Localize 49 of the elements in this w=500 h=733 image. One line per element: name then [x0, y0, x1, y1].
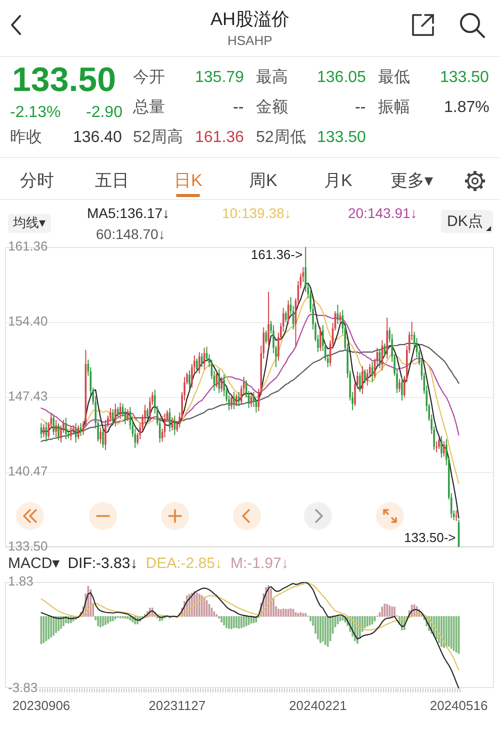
y-tick-label: -3.83	[8, 680, 38, 695]
text: HSAHP	[228, 33, 272, 49]
text: 金额	[256, 99, 288, 118]
text: 133.50	[440, 69, 489, 88]
text: 20:143.91↓	[348, 205, 418, 222]
text: 分时	[20, 171, 54, 191]
text: 日K	[174, 171, 202, 191]
series-label: DIF:-3.83↓	[68, 555, 138, 572]
series-label: M:-1.97↓	[230, 555, 289, 572]
text: 52周高	[133, 129, 183, 148]
text: --	[233, 99, 244, 118]
text: 五日	[95, 171, 129, 191]
y-tick-label: 154.40	[8, 314, 48, 329]
text: 更多▾	[390, 171, 434, 191]
x-tick-label: 20231127	[148, 698, 206, 713]
text: MA5:136.17↓	[87, 205, 170, 222]
text: 10:139.38↓	[222, 205, 292, 222]
y-tick-label: 147.43	[8, 388, 48, 404]
text: 136.40	[73, 129, 122, 148]
text: 1.87%	[444, 99, 490, 118]
text: -2.90	[86, 104, 122, 122]
legend-title: MACD▾	[8, 555, 60, 572]
text: AH股溢价	[210, 9, 290, 30]
text: 昨收	[10, 129, 42, 148]
text: 135.79	[195, 69, 244, 88]
x-tick-label: 20230906	[12, 698, 70, 713]
y-tick-label: 133.50	[8, 538, 48, 554]
annotation: 161.36->	[250, 247, 303, 262]
text: --	[355, 99, 366, 118]
text: 振幅	[378, 99, 410, 118]
y-tick-label: 1.83	[8, 574, 34, 589]
y-tick-label: 140.47	[8, 464, 48, 479]
series-label: DEA:-2.85↓	[146, 555, 222, 572]
text: 136.05	[317, 69, 366, 88]
text: 周K	[249, 171, 278, 191]
x-tick-label: 20240516	[430, 698, 488, 713]
text: 133.50	[317, 129, 366, 148]
text: 最低	[378, 69, 410, 88]
text: 月K	[324, 171, 352, 191]
text: 最高	[256, 69, 288, 88]
text: 今开	[133, 69, 165, 88]
x-tick-label: 20240221	[289, 698, 347, 713]
text: -2.13%	[10, 104, 61, 122]
text: 总量	[133, 99, 165, 118]
annotation: 133.50->	[404, 530, 456, 546]
text: 161.36	[195, 129, 244, 148]
text: 60:148.70↓	[96, 226, 166, 242]
text: 52周低	[256, 129, 306, 148]
y-tick-label: 161.36	[8, 238, 48, 254]
